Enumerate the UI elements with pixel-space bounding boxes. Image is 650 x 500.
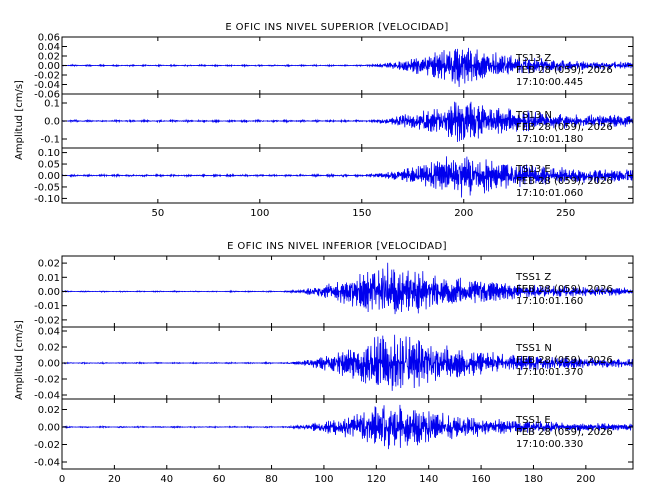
- trace-annotation-line: 17:10:01.370: [516, 367, 583, 378]
- waveform-line: [61, 404, 634, 450]
- trace-annotation-line: 17:10:00.330: [516, 439, 583, 450]
- trace-annotation-line: TSS1 N: [515, 343, 552, 354]
- trace-annotation-line: FEB 28 (059), 2026: [516, 284, 613, 295]
- y-tick-label: -0.05: [34, 182, 60, 193]
- y-tick-label: -0.04: [34, 80, 60, 91]
- trace-annotation-line: FEB 28 (059), 2026: [516, 122, 613, 133]
- trace-annotation-line: 17:10:01.060: [516, 188, 583, 199]
- x-tick-label: 160: [472, 474, 491, 485]
- trace-annotation-line: FEB 28 (059), 2026: [516, 355, 613, 366]
- waveform-line: [61, 101, 634, 142]
- trace-annotation-line: 17:10:01.180: [516, 134, 583, 145]
- waveform-line: [61, 334, 634, 391]
- x-tick-label: 100: [250, 208, 269, 219]
- y-tick-label: -0.10: [34, 194, 60, 205]
- trace-annotation-line: TS13 E: [515, 164, 551, 175]
- x-tick-label: 250: [556, 208, 575, 219]
- y-tick-label: 0.0: [44, 117, 60, 128]
- lower-ylabel: Amplitud [cm/s]: [14, 320, 25, 400]
- x-tick-label: 120: [367, 474, 386, 485]
- trace-annotation-line: TSS1 Z: [515, 272, 551, 283]
- y-tick-label: 0.02: [38, 259, 60, 270]
- panel-frame: [61, 398, 634, 470]
- y-tick-label: -0.04: [34, 391, 60, 402]
- y-tick-label: -0.02: [34, 440, 60, 451]
- y-tick-label: 0.10: [38, 148, 60, 159]
- x-tick-label: 0: [59, 474, 65, 485]
- trace-annotation-line: TS13 N: [515, 110, 552, 121]
- y-tick-label: 0.01: [38, 273, 60, 284]
- y-tick-label: -0.06: [34, 90, 60, 101]
- x-tick-label: 50: [151, 208, 164, 219]
- upper-group: E OFIC INS NIVEL SUPERIOR [VELOCIDAD] Am…: [14, 22, 634, 219]
- trace-annotation-line: 17:10:01.160: [516, 296, 583, 307]
- y-tick-label: 0.02: [38, 52, 60, 63]
- y-tick-label: 0.02: [38, 343, 60, 354]
- trace-annotation-line: TSS1 E: [515, 415, 551, 426]
- waveform-line: [61, 47, 634, 87]
- x-tick-label: 150: [352, 208, 371, 219]
- y-tick-label: 0.00: [38, 61, 60, 72]
- y-tick-label: -0.01: [34, 301, 60, 312]
- x-tick-label: 140: [419, 474, 438, 485]
- y-tick-label: 0.1: [44, 99, 60, 110]
- trace-annotation-line: TS13 Z: [515, 53, 551, 64]
- x-tick-label: 200: [576, 474, 595, 485]
- x-tick-label: 40: [160, 474, 173, 485]
- y-tick-label: -0.02: [34, 315, 60, 326]
- trace-annotation-line: 17:10:00.445: [516, 77, 583, 88]
- lower-title: E OFIC INS NIVEL INFERIOR [VELOCIDAD]: [227, 241, 447, 252]
- y-tick-label: -0.02: [34, 375, 60, 386]
- lower-group: E OFIC INS NIVEL INFERIOR [VELOCIDAD] Am…: [14, 241, 634, 485]
- y-tick-label: 0.06: [38, 33, 60, 44]
- y-tick-label: 0.04: [38, 327, 60, 338]
- x-tick-label: 20: [108, 474, 121, 485]
- x-tick-label: 100: [314, 474, 333, 485]
- y-tick-label: -0.02: [34, 71, 60, 82]
- y-tick-label: 0.00: [38, 171, 60, 182]
- y-tick-label: 0.04: [38, 42, 60, 53]
- trace-annotation-line: FEB 28 (059), 2026: [516, 65, 613, 76]
- y-tick-label: 0.00: [38, 287, 60, 298]
- upper-ylabel: Amplitud [cm/s]: [14, 80, 25, 160]
- waveform-line: [61, 262, 634, 315]
- y-tick-label: 0.02: [38, 405, 60, 416]
- trace-annotation-line: FEB 28 (059), 2026: [516, 427, 613, 438]
- y-tick-label: 0.05: [38, 160, 60, 171]
- y-tick-label: 0.00: [38, 359, 60, 370]
- trace-annotation-line: FEB 28 (059), 2026: [516, 176, 613, 187]
- x-tick-label: 180: [524, 474, 543, 485]
- x-tick-label: 60: [213, 474, 226, 485]
- trace-panel-0-0: 0.060.040.020.00-0.02-0.04-0.06 TS13 ZFEB…: [34, 33, 634, 101]
- y-tick-label: -0.1: [40, 135, 60, 146]
- x-tick-label: 200: [454, 208, 473, 219]
- y-tick-label: -0.04: [34, 458, 60, 469]
- waveform-line: [61, 156, 634, 198]
- x-tick-label: 80: [265, 474, 278, 485]
- y-tick-label: 0.00: [38, 423, 60, 434]
- upper-title: E OFIC INS NIVEL SUPERIOR [VELOCIDAD]: [225, 22, 448, 33]
